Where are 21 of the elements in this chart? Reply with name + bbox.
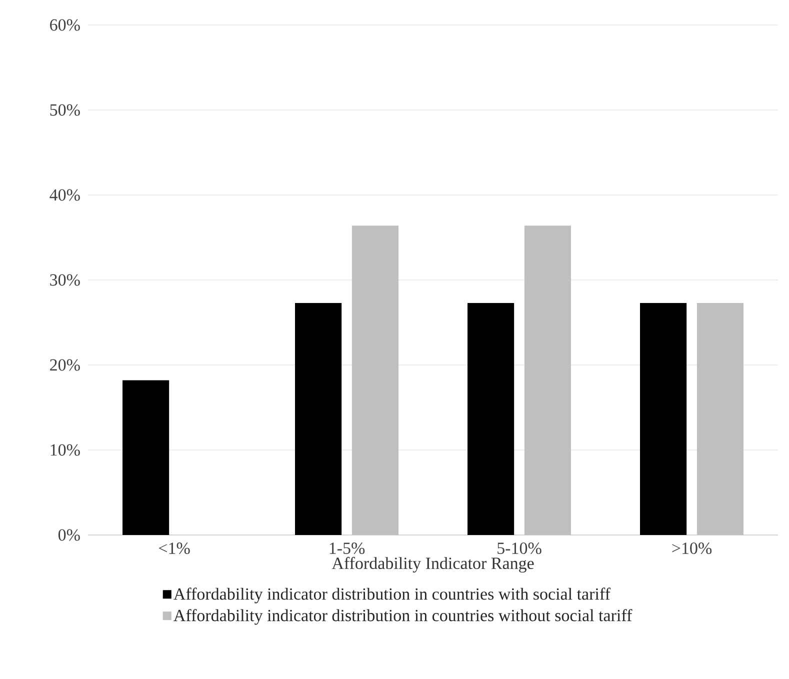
- x-tick-label: <1%: [158, 542, 190, 554]
- bar: [468, 302, 514, 535]
- bar: [352, 226, 399, 535]
- x-axis-title: Affordability Indicator Range: [332, 556, 534, 573]
- y-tick-label: 30%: [50, 274, 80, 286]
- x-tick-label: >10%: [672, 542, 712, 554]
- x-tick-label: 1-5%: [330, 542, 365, 554]
- bar: [696, 302, 744, 535]
- bar: [122, 380, 170, 535]
- y-tick-label: 40%: [50, 189, 80, 201]
- bar: [640, 302, 687, 535]
- y-tick-label: 20%: [50, 359, 80, 371]
- y-tick-label: 50%: [50, 104, 80, 116]
- y-tick-label: 0%: [58, 529, 80, 541]
- bar: [295, 302, 342, 535]
- y-tick-label: 60%: [50, 19, 80, 31]
- bar: [524, 226, 571, 535]
- y-tick-label: 10%: [50, 444, 80, 456]
- legend-label: Affordability indicator distribution in countries with social tariff: [174, 588, 610, 604]
- x-tick-label: 5-10%: [498, 542, 542, 554]
- legend-label: Affordability indicator distribution in countries without social tariff: [174, 609, 632, 625]
